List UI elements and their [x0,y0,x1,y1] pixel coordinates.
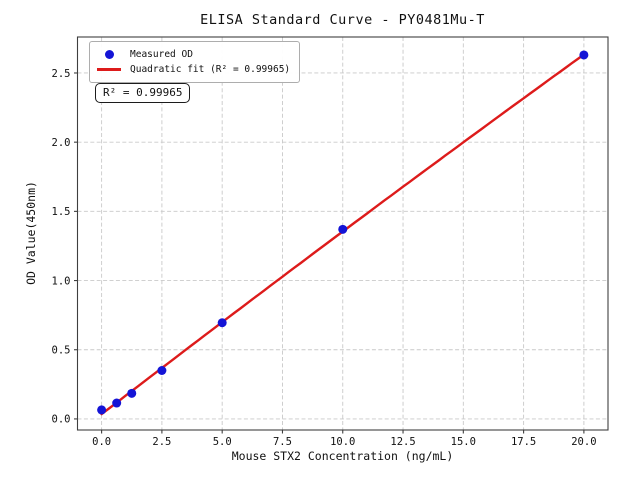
scatter-dot-marker-icon [104,50,114,59]
data-point [338,224,348,234]
legend-item-quadratic-fit: Quadratic fit (R² = 0.99965) [95,62,290,77]
legend-label: Quadratic fit (R² = 0.99965) [130,64,291,75]
x-axis-label: Mouse STX2 Concentration (ng/mL) [231,449,454,463]
x-tick-label: 2.5 [152,436,171,448]
fit-line-marker-icon [97,68,121,71]
x-tick-label: 20.0 [571,436,596,448]
data-point [127,388,137,398]
data-point [112,398,122,408]
y-tick-label: 1.0 [52,275,71,287]
x-tick-label: 10.0 [330,436,355,448]
x-tick-label: 12.5 [390,436,415,448]
y-axis-label: OD Value(450nm) [24,181,38,285]
y-tick-label: 2.0 [52,137,71,149]
chart-title: ELISA Standard Curve - PY0481Mu-T [200,12,485,28]
r-squared-annotation: R² = 0.99965 [95,83,191,103]
y-tick-label: 0.5 [52,345,71,357]
x-tick-label: 5.0 [213,436,232,448]
y-tick-label: 0.0 [52,414,71,426]
data-point [217,318,227,328]
data-point [97,405,107,415]
x-tick-label: 17.5 [511,436,536,448]
x-tick-label: 7.5 [273,436,292,448]
x-tick-label: 15.0 [451,436,476,448]
y-tick-label: 2.5 [52,68,71,80]
data-point [579,50,589,60]
legend-label: Measured OD [130,49,193,60]
legend-item-measured-od: Measured OD [95,47,290,62]
data-point [157,365,167,375]
x-tick-label: 0.0 [92,436,111,448]
legend: Measured OD Quadratic fit (R² = 0.99965) [89,41,301,83]
y-tick-label: 1.5 [52,206,71,218]
